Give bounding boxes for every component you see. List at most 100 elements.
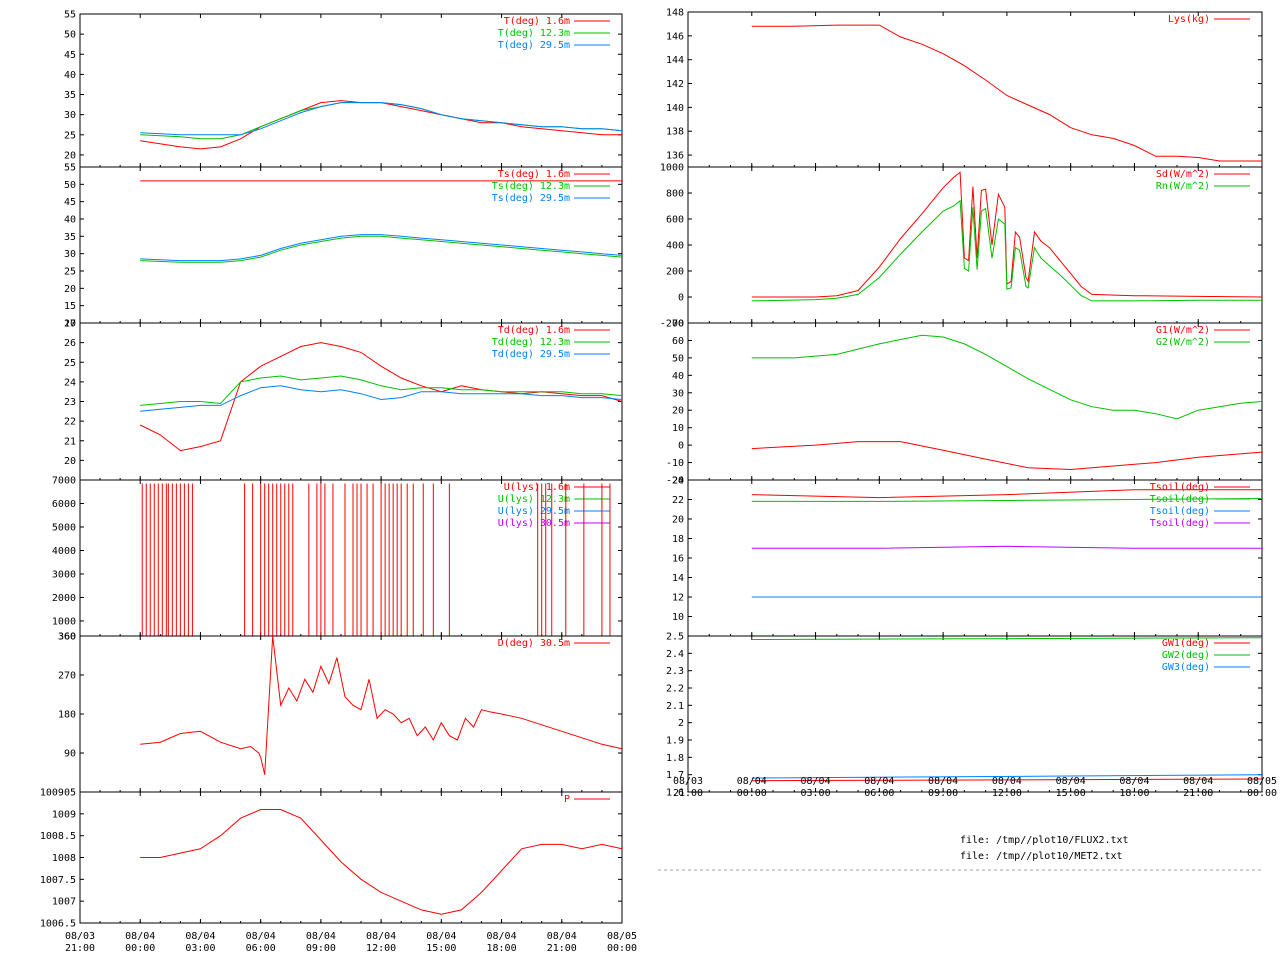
ytick-label-Td: 21 <box>64 436 76 447</box>
ytick-label-Ts: 35 <box>64 232 76 243</box>
left-x-date-label: 08/04 <box>547 931 577 942</box>
ytick-label-Ts: 40 <box>64 215 76 226</box>
ytick-label-S: 200 <box>666 267 684 278</box>
plot-frame-D <box>79 635 623 793</box>
ytick-label-GW: 2.1 <box>666 701 684 712</box>
ytick-label-G: -10 <box>666 458 684 469</box>
left-x-date-label: 08/04 <box>125 931 155 942</box>
ytick-label-Ts: 20 <box>64 284 76 295</box>
right-x-date-label: 08/04 <box>928 776 958 787</box>
legend-label-P: P <box>564 794 570 805</box>
ytick-label-Tsoil: 22 <box>672 495 684 506</box>
ytick-label-Tsoil: 16 <box>672 554 684 565</box>
ytick-label-P: 1008 <box>52 853 76 864</box>
left-x-date-label: 08/04 <box>487 931 517 942</box>
ytick-label-Td: 26 <box>64 338 76 349</box>
right-x-time-label: 18:00 <box>1119 788 1149 799</box>
ytick-label-D: 90 <box>64 749 76 760</box>
ytick-label-GW: 1.7 <box>666 770 684 781</box>
ytick-label-Tsoil: 18 <box>672 534 684 545</box>
ytick-label-D: 180 <box>58 710 76 721</box>
right-x-date-label: 08/04 <box>801 776 831 787</box>
right-x-time-label: 00:00 <box>1247 788 1277 799</box>
series-line-S-1 <box>751 199 1262 302</box>
series-line-S-0 <box>751 171 1263 298</box>
ytick-label-T: 30 <box>64 110 76 121</box>
legend-label-Ts: Ts(deg) 1.6m <box>498 169 570 180</box>
series-line-Ts-1 <box>140 235 623 263</box>
series-line-Ts-2 <box>140 234 623 262</box>
ytick-label-Td: 27 <box>64 319 76 330</box>
right-x-time-label: 00:00 <box>737 788 767 799</box>
ytick-label-S: 0 <box>678 293 684 304</box>
ytick-label-T: 50 <box>64 30 76 41</box>
series-line-GW-2 <box>751 774 1263 779</box>
ytick-label-D: 270 <box>58 671 76 682</box>
ytick-label-GW: 1.8 <box>666 753 684 764</box>
left-x-time-label: 15:00 <box>426 943 456 954</box>
ytick-label-U: 2000 <box>52 593 76 604</box>
ytick-label-GW: 2.4 <box>666 649 684 660</box>
ytick-label-S: 400 <box>666 241 684 252</box>
legend-label-Tsoil: Tsoil(deg) <box>1150 518 1210 529</box>
ytick-label-S: 800 <box>666 189 684 200</box>
legend-label-Ts: Ts(deg) 29.5m <box>492 193 570 204</box>
legend-label-Ts: Ts(deg) 12.3m <box>492 181 570 192</box>
ytick-label-GW: 2 <box>678 718 684 729</box>
series-line-GW-0 <box>751 778 1263 782</box>
left-x-date-label: 08/04 <box>366 931 396 942</box>
left-x-date-label: 08/03 <box>65 931 95 942</box>
right-x-time-label: 03:00 <box>801 788 831 799</box>
right-x-time-label: 12:00 <box>992 788 1022 799</box>
ytick-label-G: 70 <box>672 319 684 330</box>
right-x-date-label: 08/03 <box>673 776 703 787</box>
series-line-Lys-0 <box>751 24 1262 162</box>
ytick-label-D: 360 <box>58 632 76 643</box>
legend-label-T: T(deg) 1.6m <box>504 16 570 27</box>
legend-label-S: Rn(W/m^2) <box>1156 181 1210 192</box>
ytick-label-G: 10 <box>672 423 684 434</box>
right-x-time-label: 09:00 <box>928 788 958 799</box>
left-x-date-label: 08/05 <box>607 931 637 942</box>
ytick-label-GW: 2.3 <box>666 666 684 677</box>
left-x-time-label: 00:00 <box>607 943 637 954</box>
right-x-time-label: 21:00 <box>673 788 703 799</box>
ytick-label-U: 3000 <box>52 569 76 580</box>
right-x-time-label: 06:00 <box>864 788 894 799</box>
ytick-label-P: 1008.5 <box>40 831 76 842</box>
right-x-date-label: 08/04 <box>992 776 1022 787</box>
legend-label-Td: Td(deg) 1.6m <box>498 325 570 336</box>
ytick-label-Ts: 15 <box>64 301 76 312</box>
ytick-label-GW: 2.2 <box>666 684 684 695</box>
ytick-label-G: 40 <box>672 371 684 382</box>
ytick-label-G: 30 <box>672 388 684 399</box>
legend-label-U: U(lys) 29.5m <box>498 506 570 517</box>
ytick-label-U: 6000 <box>52 499 76 510</box>
legend-label-U: U(lys) 1.6m <box>504 482 570 493</box>
legend-label-Tsoil: Tsoil(deg) <box>1150 482 1210 493</box>
ytick-label-P: 1007 <box>52 897 76 908</box>
ytick-label-G: 60 <box>672 336 684 347</box>
legend-label-T: T(deg) 29.5m <box>498 40 570 51</box>
file-note: file: /tmp//plot10/MET2.txt <box>960 851 1123 862</box>
left-x-date-label: 08/04 <box>185 931 215 942</box>
ytick-label-Td: 20 <box>64 456 76 467</box>
right-x-date-label: 08/04 <box>1056 776 1086 787</box>
ytick-label-T: 35 <box>64 90 76 101</box>
ytick-label-P: 1006.5 <box>40 919 76 930</box>
ytick-label-S: 600 <box>666 215 684 226</box>
right-x-date-label: 08/04 <box>1183 776 1213 787</box>
ytick-label-Ts: 55 <box>64 163 76 174</box>
left-x-date-label: 08/04 <box>426 931 456 942</box>
right-x-date-label: 08/05 <box>1247 776 1277 787</box>
ytick-label-T: 45 <box>64 50 76 61</box>
legend-label-G: G2(W/m^2) <box>1156 337 1210 348</box>
legend-label-U: U(lys) 12.3m <box>498 494 570 505</box>
series-line-T-0 <box>140 100 622 150</box>
ytick-label-T: 55 <box>64 10 76 21</box>
legend-label-Td: Td(deg) 29.5m <box>492 349 570 360</box>
ytick-label-Tsoil: 10 <box>672 612 684 623</box>
ytick-label-Tsoil: 20 <box>672 515 684 526</box>
ytick-label-S: 1000 <box>660 163 684 174</box>
